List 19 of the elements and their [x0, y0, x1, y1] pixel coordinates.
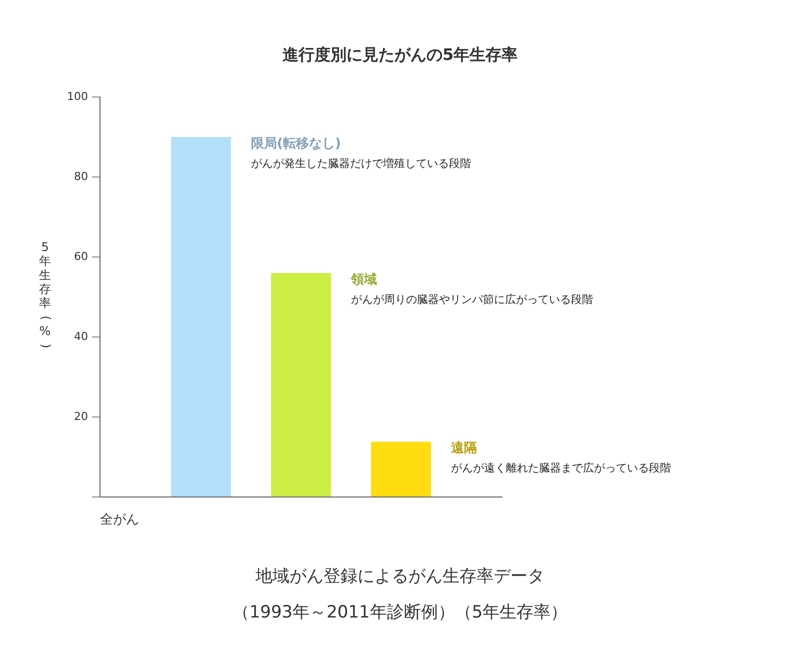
annotation: がんが周りの臓器やリンパ節に広がっている段階 — [350, 292, 593, 306]
y-tick-label: 20 — [74, 410, 88, 423]
y-tick-label: 40 — [74, 330, 88, 343]
bar — [171, 137, 232, 496]
series-label: 領域 — [350, 272, 377, 288]
x-axis-title: 全がん — [100, 512, 139, 528]
y-axis-title: 5年生存率(%) — [38, 240, 53, 348]
chart-title: 進行度別に見たがんの5年生存率 — [281, 45, 518, 64]
bar — [271, 273, 331, 496]
y-tick-label: 80 — [74, 170, 88, 183]
annotation: がんが遠く離れた臓器まで広がっている段階 — [450, 462, 671, 475]
series-label: 遠隔 — [450, 441, 477, 456]
series-label: 限局(転移なし) — [251, 136, 341, 152]
y-tick-label: 60 — [74, 250, 88, 263]
text: （1993年～2011年診断例）（5年生存率） — [232, 602, 568, 622]
annotation: がんが発生した臓器だけで増殖している段階 — [251, 156, 472, 170]
bar — [370, 442, 431, 496]
text: 地域がん登録によるがん生存率データ — [254, 566, 544, 586]
y-tick-label: 100 — [67, 90, 88, 103]
